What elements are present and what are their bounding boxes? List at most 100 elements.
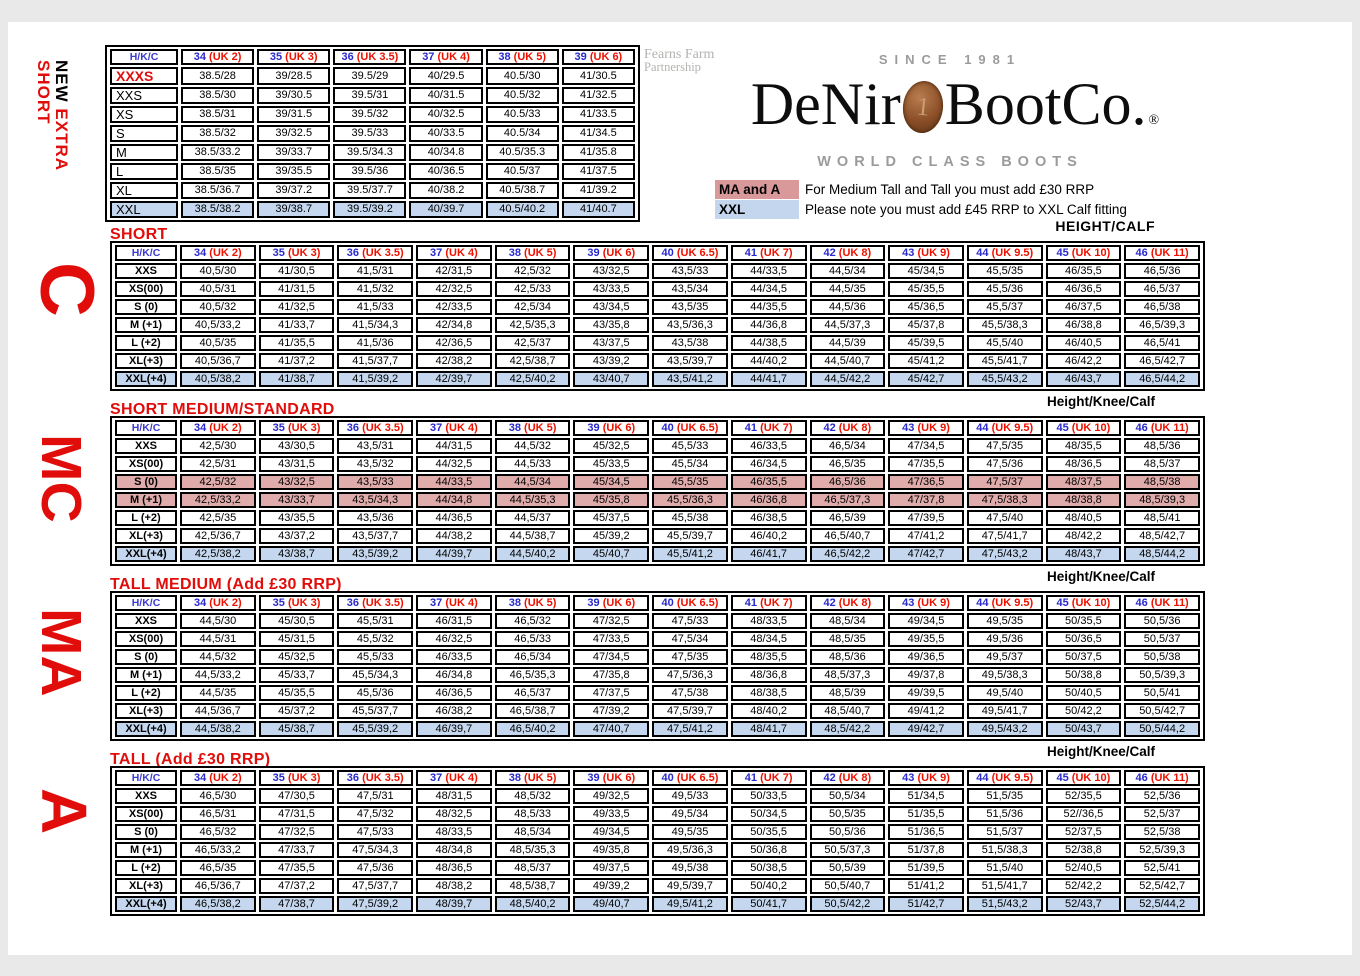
column-header: 37 (UK 4) xyxy=(416,770,492,786)
size-cell: 40,5/31 xyxy=(180,281,256,297)
extra-short-size-table: H/K/C 34 (UK 2) 35 (UK 3) 36 (UK 3.5) 37 (UK… xyxy=(105,45,640,222)
size-cell: 45,5/38,3 xyxy=(966,317,1043,333)
size-cell: 52/37,5 xyxy=(1045,824,1122,840)
row-label: XXS xyxy=(115,438,177,454)
size-cell: 46,5/38,7 xyxy=(494,703,571,719)
size-cell: 44,5/36 xyxy=(809,299,886,315)
size-cell: 43/40,7 xyxy=(573,371,650,387)
size-cell: 49/42,7 xyxy=(888,721,964,737)
tall-medium-table-host: H/K/C 34 (UK 2) 35 (UK 3) 36 (UK 3.5) 37 (UK… xyxy=(110,591,1205,741)
size-cell: 50/40,5 xyxy=(1045,685,1122,701)
size-cell: 41/32,5 xyxy=(258,299,335,315)
size-cell: 48,5/33 xyxy=(494,806,571,822)
size-cell: 45,5/37,7 xyxy=(337,703,414,719)
column-header: 45 (UK 10) xyxy=(1045,420,1122,436)
size-cell: 46,5/40,2 xyxy=(494,721,571,737)
size-cell: 46/38,8 xyxy=(1045,317,1122,333)
column-header: 36 (UK 3.5) xyxy=(333,49,407,65)
size-cell: 47/32,5 xyxy=(258,824,335,840)
size-cell: 39/28.5 xyxy=(257,67,331,85)
size-cell: 41,5/31 xyxy=(337,263,414,279)
size-cell: 48,5/42,7 xyxy=(1124,528,1200,544)
size-cell: 51,5/40 xyxy=(966,860,1043,876)
size-cell: 42,5/32 xyxy=(180,474,256,490)
size-cell: 40.5/37 xyxy=(485,163,559,180)
size-cell: 45,5/36 xyxy=(337,685,414,701)
size-cell: 48/32,5 xyxy=(416,806,492,822)
size-cell: 43,5/38 xyxy=(652,335,728,351)
row-label: XL(+3) xyxy=(115,528,177,544)
size-cell: 51/42,7 xyxy=(888,896,964,912)
side-label-ma: MA xyxy=(29,608,93,697)
hkc-corner-header: H/K/C xyxy=(115,245,177,261)
size-cell: 49/34,5 xyxy=(888,613,964,629)
size-cell: 48,5/35 xyxy=(809,631,886,647)
size-cell: 48/33,5 xyxy=(730,613,807,629)
partnership-line-2: Partnership xyxy=(644,60,701,74)
size-cell: 45/41,2 xyxy=(888,353,964,369)
size-cell: 48,5/44,2 xyxy=(1124,546,1200,562)
row-label: XS xyxy=(110,106,178,123)
tall-size-table: H/K/C 34 (UK 2) 35 (UK 3) 36 (UK 3.5) 37 (UK… xyxy=(110,766,1205,916)
size-cell: 48,5/36 xyxy=(809,649,886,665)
column-header: 43 (UK 9) xyxy=(888,245,964,261)
size-cell: 45,5/31 xyxy=(337,613,414,629)
size-cell: 46,5/39 xyxy=(809,510,886,526)
column-header: 34 (UK 2) xyxy=(181,49,255,65)
column-header: 35 (UK 3) xyxy=(258,420,335,436)
size-cell: 49/34,5 xyxy=(573,824,650,840)
size-cell: 41/40.7 xyxy=(561,201,635,218)
size-cell: 47/39,2 xyxy=(573,703,650,719)
column-header: 43 (UK 9) xyxy=(888,770,964,786)
size-cell: 39.5/34.3 xyxy=(333,144,407,161)
size-cell: 47,5/37 xyxy=(966,474,1043,490)
size-cell: 51,5/36 xyxy=(966,806,1043,822)
size-cell: 47,5/36 xyxy=(337,860,414,876)
size-cell: 45,5/33 xyxy=(337,649,414,665)
size-cell: 45,5/34,3 xyxy=(337,667,414,683)
side-label-a: A xyxy=(28,788,100,835)
size-cell: 48/33,5 xyxy=(416,824,492,840)
size-cell: 47/33,5 xyxy=(573,631,650,647)
size-cell: 47,5/36,3 xyxy=(652,667,728,683)
size-cell: 45/35,8 xyxy=(573,492,650,508)
size-cell: 44,5/32 xyxy=(180,649,256,665)
size-cell: 42,5/35 xyxy=(180,510,256,526)
column-header: 38 (UK 5) xyxy=(485,49,559,65)
size-cell: 45,5/40 xyxy=(966,335,1043,351)
size-cell: 41,5/37,7 xyxy=(337,353,414,369)
column-header: 45 (UK 10) xyxy=(1045,770,1122,786)
registered-icon: ® xyxy=(1148,113,1160,128)
size-cell: 43/38,7 xyxy=(258,546,335,562)
size-cell: 47,5/43,2 xyxy=(966,546,1043,562)
size-cell: 41/37.5 xyxy=(561,163,635,180)
size-cell: 40/33.5 xyxy=(409,125,483,142)
size-cell: 50/34,5 xyxy=(730,806,807,822)
size-cell: 39/31.5 xyxy=(257,106,331,123)
size-cell: 39/33.7 xyxy=(257,144,331,161)
size-cell: 45/35,5 xyxy=(258,685,335,701)
size-cell: 45/34,5 xyxy=(573,474,650,490)
size-cell: 50,5/36 xyxy=(1124,613,1200,629)
size-cell: 44/32,5 xyxy=(416,456,492,472)
row-label: L (+2) xyxy=(115,685,177,701)
size-cell: 40/39.7 xyxy=(409,201,483,218)
row-label: XXL(+4) xyxy=(115,371,177,387)
size-cell: 38.5/28 xyxy=(181,67,255,85)
size-cell: 46,5/42,2 xyxy=(809,546,886,562)
size-cell: 46,5/38 xyxy=(1124,299,1200,315)
size-cell: 44,5/33 xyxy=(494,456,571,472)
size-cell: 45/38,7 xyxy=(258,721,335,737)
size-cell: 46/37,5 xyxy=(1045,299,1122,315)
size-cell: 47/35,5 xyxy=(258,860,335,876)
row-label: S xyxy=(110,125,178,142)
size-cell: 47,5/40 xyxy=(966,510,1043,526)
size-cell: 50/38,8 xyxy=(1045,667,1122,683)
size-cell: 46/35,5 xyxy=(1045,263,1122,279)
size-cell: 46/43,7 xyxy=(1045,371,1122,387)
column-header: 40 (UK 6.5) xyxy=(652,770,728,786)
size-cell: 42,5/34 xyxy=(494,299,571,315)
column-header: 44 (UK 9.5) xyxy=(966,770,1043,786)
size-cell: 52,5/42,7 xyxy=(1124,878,1200,894)
